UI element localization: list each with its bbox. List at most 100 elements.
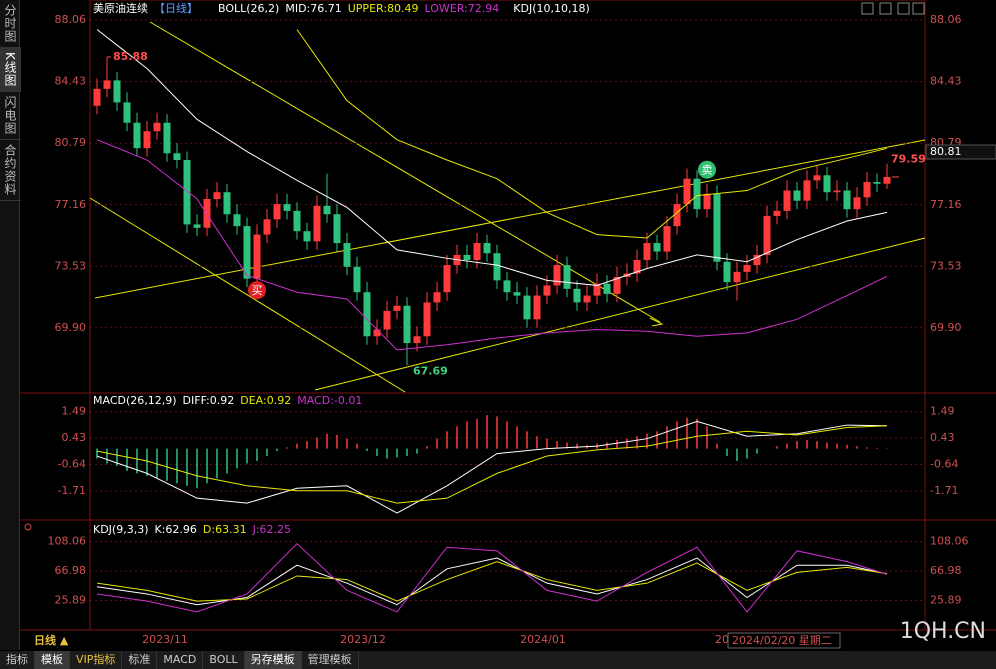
button[interactable] bbox=[861, 2, 874, 15]
candle-body bbox=[683, 178, 691, 205]
candle-body bbox=[663, 226, 671, 252]
candle-body bbox=[143, 131, 151, 149]
candle-body bbox=[373, 329, 381, 337]
button[interactable] bbox=[897, 2, 910, 15]
candle-body bbox=[93, 88, 101, 106]
y-tick-label-right: 66.98 bbox=[930, 564, 962, 577]
candle-body bbox=[153, 122, 161, 132]
candle-body bbox=[503, 280, 511, 293]
candle-body bbox=[493, 253, 501, 281]
candle-body bbox=[343, 243, 351, 267]
candle-body bbox=[533, 295, 541, 320]
candle-body bbox=[183, 160, 191, 225]
tab[interactable]: BOLL bbox=[203, 651, 245, 669]
button[interactable] bbox=[912, 2, 925, 15]
side-tab[interactable]: 闪电图 bbox=[0, 92, 21, 140]
candle-body bbox=[723, 261, 731, 283]
buy-text: 买 bbox=[252, 284, 263, 297]
candle-body bbox=[163, 122, 171, 154]
panel-header: BOLL(26,2) bbox=[218, 2, 279, 15]
panel-header: UPPER:80.49 bbox=[348, 2, 419, 15]
trend-line bbox=[94, 139, 926, 299]
candle-body bbox=[113, 80, 121, 103]
low-label: 67.69 bbox=[413, 364, 448, 377]
y-tick-label: 1.49 bbox=[62, 405, 87, 418]
y-tick-label-right: -1.71 bbox=[930, 484, 958, 497]
candle-body bbox=[193, 224, 201, 228]
candle-body bbox=[303, 231, 311, 242]
candle-body bbox=[413, 336, 421, 344]
candle-body bbox=[753, 254, 761, 266]
candle-body bbox=[403, 305, 411, 344]
candle-body bbox=[813, 175, 821, 181]
panel-header: MID:76.71 bbox=[285, 2, 341, 15]
tab[interactable]: 指标 bbox=[0, 651, 35, 669]
candle-body bbox=[483, 243, 491, 254]
y-tick-label-right: 73.53 bbox=[930, 259, 962, 272]
y-tick-label: 73.53 bbox=[55, 259, 87, 272]
candle-body bbox=[253, 234, 261, 279]
candle-body bbox=[733, 271, 741, 283]
watermark: 1QH.CN bbox=[900, 619, 986, 644]
candle-body bbox=[323, 205, 331, 215]
x-tick-label: 2023/12 bbox=[340, 633, 386, 646]
y-tick-label: 88.06 bbox=[55, 13, 87, 26]
candle-body bbox=[873, 182, 881, 184]
tab[interactable]: 另存模板 bbox=[244, 651, 302, 669]
trend-line bbox=[89, 197, 406, 393]
cursor-date: 2024/02/20 星期二 bbox=[732, 634, 832, 647]
last-high-label: 79.59 bbox=[891, 153, 926, 166]
panel-header: KDJ(9,3,3) bbox=[93, 523, 149, 536]
side-tab[interactable]: 分时图 bbox=[0, 0, 21, 48]
y-tick-label-right: 1.49 bbox=[930, 405, 955, 418]
x-tick-label: 2024/01 bbox=[520, 633, 566, 646]
candle-body bbox=[333, 214, 341, 244]
candle-body bbox=[173, 153, 181, 161]
trend-line bbox=[314, 237, 926, 391]
panel-header: DIFF:0.92 bbox=[183, 394, 235, 407]
panel-header: 【日线】 bbox=[154, 1, 198, 15]
side-tab[interactable]: 合约资料 bbox=[0, 140, 21, 201]
sell-signal bbox=[698, 160, 716, 179]
panel-header: K:62.96 bbox=[155, 523, 197, 536]
candle-body bbox=[863, 182, 871, 198]
candle-body bbox=[823, 175, 831, 193]
sidebar: 分时图 K线图 闪电图 合约资料 bbox=[0, 0, 21, 650]
y-tick-label: 69.90 bbox=[55, 321, 87, 334]
candle-body bbox=[593, 283, 601, 296]
y-tick-label: 0.43 bbox=[62, 431, 87, 444]
candle-body bbox=[433, 292, 441, 303]
panel-header: MACD:-0.01 bbox=[297, 394, 362, 407]
tab[interactable]: VIP指标 bbox=[70, 651, 123, 669]
tab[interactable]: 模板 bbox=[35, 651, 70, 669]
candle-body bbox=[283, 204, 291, 211]
candle-body bbox=[213, 192, 221, 199]
candle-body bbox=[833, 190, 841, 193]
y-tick-label-right: 77.16 bbox=[930, 198, 962, 211]
tab[interactable]: MACD bbox=[157, 651, 204, 669]
button[interactable] bbox=[879, 2, 892, 15]
candle-body bbox=[883, 176, 891, 184]
y-tick-label-right: 84.43 bbox=[930, 75, 962, 88]
candle-body bbox=[293, 210, 301, 232]
tab[interactable]: 标准 bbox=[122, 651, 158, 669]
candle-body bbox=[763, 215, 771, 255]
y-tick-label: 77.16 bbox=[55, 198, 87, 211]
side-tab[interactable]: K线图 bbox=[0, 48, 21, 92]
trend-arrow bbox=[649, 317, 664, 327]
candle-body bbox=[473, 243, 481, 261]
candle-body bbox=[603, 283, 611, 294]
candle-body bbox=[563, 265, 571, 289]
tab[interactable]: 管理模板 bbox=[302, 651, 359, 669]
candle-body bbox=[243, 226, 251, 279]
y-tick-label-right: -0.64 bbox=[930, 457, 958, 470]
panel-header: J:62.25 bbox=[252, 523, 291, 536]
candle-body bbox=[263, 219, 271, 235]
panel-header: LOWER:72.94 bbox=[425, 2, 500, 15]
candle-body bbox=[103, 80, 111, 89]
indicator-line bbox=[96, 542, 888, 613]
price-tag: 80.81 bbox=[930, 145, 962, 158]
candle-body bbox=[583, 295, 591, 303]
